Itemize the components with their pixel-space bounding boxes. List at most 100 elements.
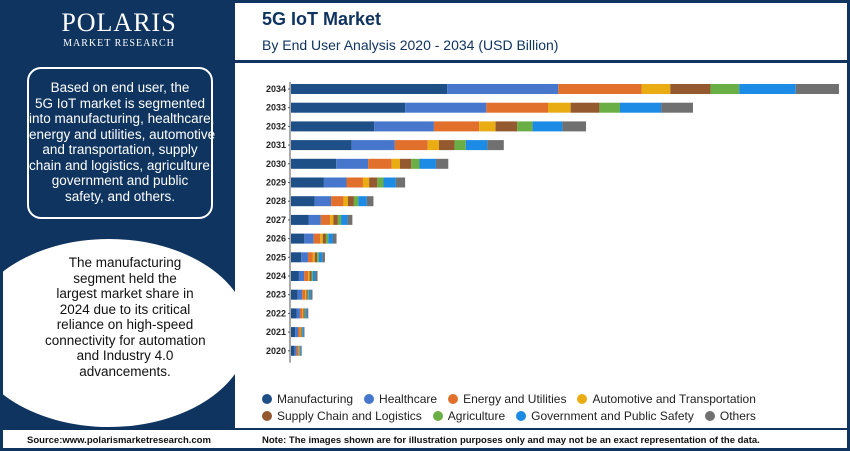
highlight-line: 2024 due to its critical	[59, 301, 191, 317]
bar-segment-manufacturing-2025	[291, 252, 302, 263]
bar-segment-healthcare-2022	[296, 308, 300, 319]
bar-segment-others-2026	[332, 233, 337, 244]
bar-segment-automotive-and-transportation-2024	[308, 271, 310, 281]
y-tick-label: 2034	[266, 84, 286, 94]
bar-segment-energy-and-utilities-2026	[313, 233, 321, 244]
bar-segment-agriculture-2027	[337, 214, 342, 225]
summary-line: and transportation, supply	[42, 142, 198, 157]
brand-tagline: MARKET RESEARCH	[63, 38, 175, 49]
legend-swatch	[577, 393, 588, 404]
bar-segment-government-and-public-safety-2021	[302, 327, 304, 338]
bar-segment-automotive-and-transportation-2033	[548, 102, 571, 113]
bar-segment-healthcare-2025	[301, 252, 308, 263]
bar-segment-government-and-public-safety-2030	[419, 158, 436, 169]
bar-segment-healthcare-2034	[447, 84, 559, 94]
bar-segment-others-2024	[315, 271, 318, 281]
bar-segment-automotive-and-transportation-2031	[427, 140, 440, 151]
bar-segment-healthcare-2029	[323, 177, 347, 188]
bar-segment-healthcare-2027	[308, 214, 321, 225]
bar-segment-energy-and-utilities-2023	[302, 289, 306, 300]
bar-segment-supply-chain-and-logistics-2030	[399, 158, 412, 169]
bar-segment-automotive-and-transportation-2025	[312, 252, 315, 263]
y-tick-label: 2033	[266, 103, 286, 113]
highlight-line: segment held the	[73, 270, 177, 286]
bar-segment-agriculture-2026	[325, 233, 329, 244]
bar-segment-automotive-and-transportation-2027	[330, 214, 334, 225]
legend-swatch	[448, 393, 459, 404]
bar-segment-manufacturing-2020	[291, 345, 295, 356]
bar-segment-supply-chain-and-logistics-2027	[333, 214, 338, 225]
bar-segment-automotive-and-transportation-2022	[302, 308, 304, 319]
bar-segment-automotive-and-transportation-2034	[641, 84, 671, 94]
bar-segment-agriculture-2021	[301, 327, 303, 338]
bar-segment-agriculture-2034	[710, 84, 740, 94]
bar-segment-manufacturing-2033	[291, 102, 406, 113]
bar-segment-agriculture-2029	[377, 177, 384, 188]
bar-segment-others-2023	[310, 289, 313, 300]
bar-segment-government-and-public-safety-2027	[341, 214, 348, 225]
bar-segment-agriculture-2020	[299, 345, 300, 356]
bar-segment-government-and-public-safety-2029	[383, 177, 396, 188]
brand-name: POLARIS	[61, 8, 177, 37]
highlight-line: and Industry 4.0	[76, 348, 174, 363]
bar-segment-automotive-and-transportation-2026	[320, 233, 323, 244]
bar-segment-others-2030	[435, 158, 449, 169]
legend-swatch	[516, 410, 527, 421]
summary-line: chain and logistics, agriculture,	[29, 157, 214, 173]
bar-segment-government-and-public-safety-2028	[358, 196, 367, 207]
bar-segment-agriculture-2022	[304, 308, 306, 319]
bar-segment-energy-and-utilities-2030	[368, 158, 392, 169]
legend-swatch	[704, 410, 715, 421]
bar-segment-automotive-and-transportation-2030	[391, 158, 400, 169]
legend-swatch	[262, 393, 272, 404]
legend-item-supply-chain-logistics: Supply Chain and Logistics	[262, 409, 422, 423]
bar-segment-energy-and-utilities-2022	[299, 308, 303, 319]
bar-segment-energy-and-utilities-2029	[346, 177, 363, 188]
bar-segment-healthcare-2028	[314, 196, 332, 207]
legend-item-healthcare: Healthcare	[364, 392, 437, 406]
bar-segment-government-and-public-safety-2025	[318, 252, 323, 263]
bar-segment-healthcare-2023	[297, 289, 303, 300]
bar-segment-healthcare-2032	[374, 121, 434, 132]
bar-segment-supply-chain-and-logistics-2024	[309, 271, 312, 281]
legend-item-energy-utilities: Energy and Utilities	[448, 392, 566, 406]
legend-label: Agriculture	[447, 408, 506, 423]
bar-segment-others-2021	[303, 327, 305, 338]
bar-segment-government-and-public-safety-2032	[532, 121, 563, 132]
bar-segment-government-and-public-safety-2020	[299, 345, 301, 356]
bar-segment-others-2025	[322, 252, 325, 263]
bar-segment-manufacturing-2031	[291, 140, 352, 151]
legend-row: Supply Chain and Logistics Agriculture G…	[262, 407, 847, 424]
header-divider	[235, 60, 847, 63]
bar-segment-automotive-and-transportation-2020	[298, 345, 299, 356]
bar-segment-others-2028	[366, 196, 374, 207]
bar-segment-supply-chain-and-logistics-2033	[570, 102, 600, 113]
bar-segment-supply-chain-and-logistics-2028	[347, 196, 354, 207]
bar-segment-energy-and-utilities-2027	[320, 214, 331, 225]
bar-segment-supply-chain-and-logistics-2032	[495, 121, 518, 132]
legend-row: Manufacturing Healthcare Energy and Util…	[262, 390, 847, 407]
bar-segment-agriculture-2023	[307, 289, 309, 300]
bar-segment-manufacturing-2022	[291, 308, 297, 319]
summary-line: government and public	[51, 173, 189, 188]
highlight-line: connectivity for automation	[45, 332, 206, 348]
highlight-line: advancements.	[79, 363, 171, 379]
y-tick-label: 2027	[266, 215, 286, 225]
summary-line: Based on end user, the	[50, 80, 190, 95]
y-tick-label: 2032	[266, 121, 286, 131]
bar-segment-healthcare-2026	[304, 233, 314, 244]
bar-segment-others-2031	[487, 140, 504, 151]
highlight-text: The manufacturing segment held the large…	[45, 255, 206, 379]
y-tick-label: 2031	[266, 140, 286, 150]
bar-segment-supply-chain-and-logistics-2021	[300, 327, 302, 338]
bar-segment-manufacturing-2027	[291, 214, 309, 225]
legend-item-others: Others	[704, 409, 756, 423]
bar-segment-energy-and-utilities-2025	[307, 252, 313, 263]
footer: Source:www.polarismarketresearch.com Not…	[0, 428, 850, 451]
bar-segment-manufacturing-2024	[291, 271, 299, 281]
legend-label: Energy and Utilities	[463, 391, 567, 406]
bar-segment-supply-chain-and-logistics-2031	[439, 140, 455, 151]
bar-segment-energy-and-utilities-2021	[297, 327, 300, 338]
y-tick-label: 2029	[266, 178, 286, 188]
